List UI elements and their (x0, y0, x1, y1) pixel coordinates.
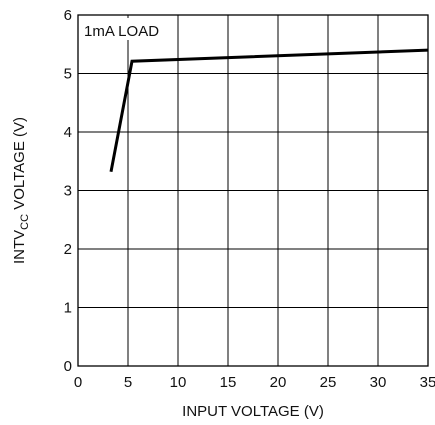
y-tick-label: 2 (64, 241, 72, 258)
y-axis-title-prefix: INTV (11, 230, 28, 264)
series-line (109, 48, 429, 173)
y-axis-title-suffix: VOLTAGE (V) (11, 117, 28, 214)
plot-frame (77, 14, 429, 367)
y-tick-label: 1 (64, 300, 72, 317)
x-tick-label: 25 (320, 374, 337, 391)
x-axis-title: INPUT VOLTAGE (V) (182, 403, 324, 420)
y-axis-title-subscript: CC (19, 214, 31, 230)
x-tick-label: 20 (270, 374, 287, 391)
annotation-label: 1mA LOAD (84, 23, 159, 40)
x-tick-label: 5 (124, 374, 132, 391)
y-tick-label: 5 (64, 66, 72, 83)
tick-labels: 0 5 10 15 20 25 30 35 0 1 2 3 4 5 6 (64, 7, 435, 391)
series-layer (109, 48, 429, 173)
y-tick-label: 6 (64, 7, 72, 24)
y-tick-label: 3 (64, 183, 72, 200)
y-tick-label: 0 (64, 358, 72, 375)
x-tick-label: 30 (370, 374, 387, 391)
annotation-background (80, 18, 174, 40)
x-tick-label: 10 (170, 374, 187, 391)
x-tick-label: 0 (74, 374, 82, 391)
plot-border (77, 14, 429, 367)
y-tick-label: 4 (64, 124, 72, 141)
x-tick-label: 15 (220, 374, 237, 391)
y-axis-title: INTVCC VOLTAGE (V) (11, 117, 31, 264)
x-tick-label: 35 (420, 374, 435, 391)
grid (78, 15, 428, 366)
